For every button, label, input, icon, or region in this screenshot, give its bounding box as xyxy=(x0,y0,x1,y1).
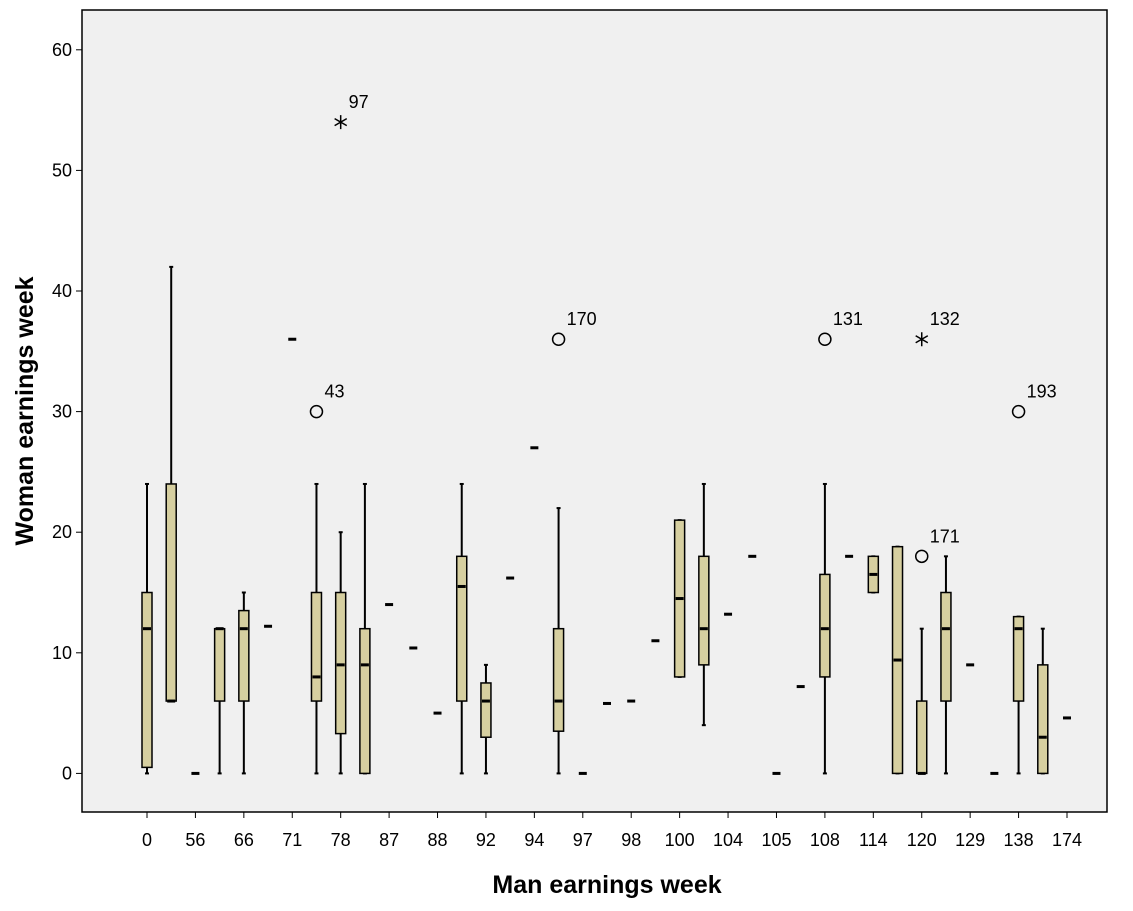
x-tick-label: 129 xyxy=(955,830,985,850)
box xyxy=(819,573,831,678)
plot-area xyxy=(81,9,1108,813)
x-tick-label: 120 xyxy=(907,830,937,850)
outlier xyxy=(551,332,566,346)
box xyxy=(1037,664,1049,775)
x-tick-label: 71 xyxy=(282,830,302,850)
x-tick-label: 138 xyxy=(1004,830,1034,850)
box xyxy=(141,591,153,769)
y-axis-label: Woman earnings week xyxy=(11,276,39,545)
x-tick-label: 0 xyxy=(142,830,152,850)
x-tick-label: 97 xyxy=(573,830,593,850)
x-tick-label: 108 xyxy=(810,830,840,850)
x-axis-label: Man earnings week xyxy=(492,871,721,899)
box xyxy=(359,627,371,775)
extreme-label: 132 xyxy=(930,309,960,329)
y-tick-label: 20 xyxy=(52,522,72,542)
outlier-label: 131 xyxy=(833,309,863,329)
extreme-label: 97 xyxy=(349,92,369,112)
box xyxy=(698,555,710,666)
x-tick-label: 87 xyxy=(379,830,399,850)
box xyxy=(310,591,323,702)
outlier xyxy=(1011,404,1026,419)
y-tick-label: 10 xyxy=(52,643,72,663)
x-tick-label: 105 xyxy=(761,830,791,850)
x-tick-label: 98 xyxy=(621,830,641,850)
outlier-label: 43 xyxy=(324,382,344,402)
x-tick-label: 78 xyxy=(331,830,351,850)
outlier-label: 170 xyxy=(567,309,597,329)
y-tick-label: 60 xyxy=(52,40,72,60)
x-tick-label: 94 xyxy=(524,830,544,850)
x-tick-label: 114 xyxy=(859,830,888,850)
box xyxy=(480,682,492,738)
x-tick-label: 174 xyxy=(1052,830,1082,850)
y-tick-label: 40 xyxy=(52,281,72,301)
extreme xyxy=(334,115,348,130)
box xyxy=(213,627,226,702)
x-tick-label: 88 xyxy=(428,830,448,850)
y-tick-label: 0 xyxy=(62,763,72,783)
box xyxy=(552,627,565,732)
box xyxy=(1012,615,1025,702)
y-tick-label: 30 xyxy=(52,402,72,422)
box xyxy=(165,483,177,702)
outlier-label: 171 xyxy=(930,526,960,546)
outlier-label: 193 xyxy=(1027,382,1057,402)
outlier xyxy=(818,332,832,346)
box xyxy=(915,700,928,775)
x-tick-label: 92 xyxy=(476,830,496,850)
y-tick-label: 50 xyxy=(52,160,72,180)
x-tick-label: 66 xyxy=(234,830,254,850)
box xyxy=(238,609,250,702)
x-tick-label: 56 xyxy=(185,830,205,850)
box xyxy=(940,591,952,702)
outlier xyxy=(914,549,929,564)
x-tick-label: 100 xyxy=(665,830,695,850)
x-tick-label: 104 xyxy=(713,830,743,850)
box xyxy=(455,555,468,702)
extreme xyxy=(915,332,929,347)
box xyxy=(334,591,347,735)
outlier xyxy=(309,404,324,419)
